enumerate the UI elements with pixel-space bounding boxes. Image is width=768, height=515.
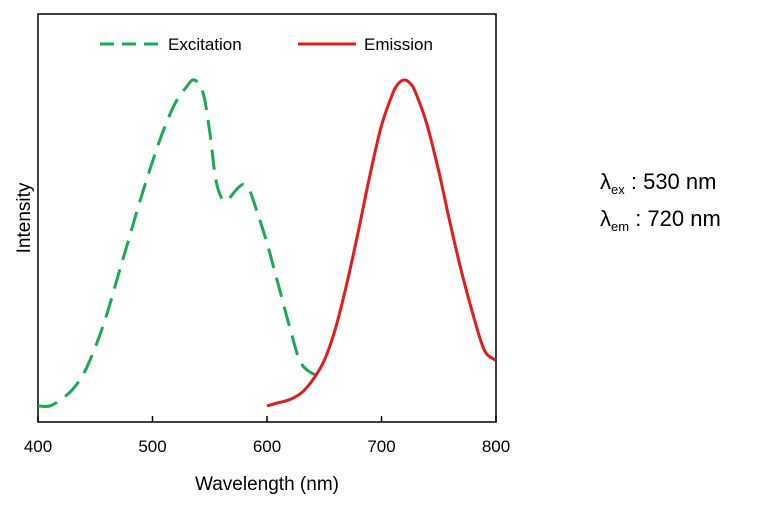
x-axis-label: Wavelength (nm) [195, 474, 339, 495]
series-layer [37, 78, 497, 408]
legend-label-excitation: Excitation [168, 35, 242, 54]
x-tick-label: 600 [253, 437, 281, 456]
x-tick-label: 700 [367, 437, 395, 456]
series-line-excitation [37, 78, 320, 408]
legend-label-emission: Emission [364, 35, 433, 54]
x-axis-ticks: 400 500 600 700 800 [24, 416, 510, 456]
excitation-wavelength-annotation: λex : 530 nm [600, 169, 717, 197]
lambda-symbol: λ [600, 169, 611, 194]
emission-wavelength-value: : 720 nm [635, 206, 721, 231]
excitation-wavelength-value: : 530 nm [630, 169, 717, 194]
lambda-subscript-ex: ex [611, 182, 625, 197]
series-line-emission [266, 78, 497, 408]
legend: Excitation Emission [100, 35, 433, 54]
x-tick-label: 500 [138, 437, 166, 456]
plot-area [37, 13, 497, 423]
x-tick-label: 800 [482, 437, 510, 456]
lambda-symbol: λ [600, 206, 611, 231]
x-tick-label: 400 [24, 437, 52, 456]
plot-frame [37, 13, 497, 423]
emission-wavelength-annotation: λem : 720 nm [600, 206, 721, 234]
lambda-subscript-em: em [611, 219, 630, 234]
y-axis-label: Intensity [14, 182, 35, 253]
